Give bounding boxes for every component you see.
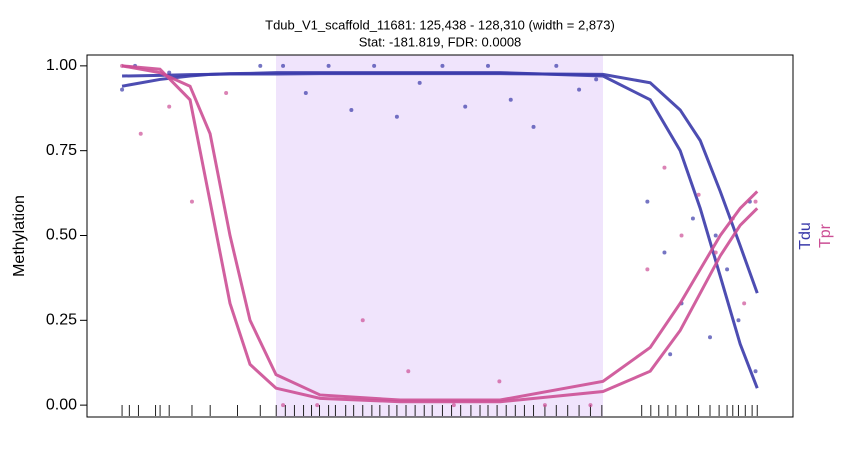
data-point	[662, 250, 667, 255]
plot-frame	[86, 54, 794, 418]
data-point	[406, 369, 411, 374]
data-point	[713, 233, 718, 238]
data-point	[281, 63, 286, 68]
data-point	[645, 199, 650, 204]
data-point	[742, 301, 747, 306]
data-point	[189, 199, 194, 204]
data-point	[485, 63, 490, 68]
data-point	[326, 63, 331, 68]
data-point	[708, 335, 713, 340]
data-point	[662, 165, 667, 170]
data-point	[497, 379, 502, 384]
data-point	[281, 403, 286, 408]
data-point	[753, 369, 758, 374]
data-point	[713, 250, 718, 255]
data-point	[394, 114, 399, 119]
data-point	[645, 267, 650, 272]
data-point	[554, 63, 559, 68]
data-point	[725, 267, 730, 272]
y-tick-label: 1.00	[46, 57, 77, 74]
data-point	[696, 192, 701, 197]
smooth-line	[121, 64, 759, 402]
data-point	[690, 216, 695, 221]
data-point	[138, 131, 143, 136]
legend-label: Tdu	[797, 222, 814, 250]
data-point	[463, 104, 468, 109]
highlight-region	[275, 55, 603, 417]
y-tick-label: 0.25	[46, 312, 77, 329]
data-point	[679, 233, 684, 238]
data-point	[668, 352, 673, 357]
data-point	[120, 87, 125, 92]
data-point	[508, 97, 513, 102]
data-point	[417, 80, 422, 85]
data-point	[372, 63, 377, 68]
y-axis-label: Methylation	[11, 195, 28, 277]
data-point	[224, 90, 229, 95]
smooth-line	[121, 64, 759, 404]
data-point	[588, 403, 593, 408]
data-point	[577, 87, 582, 92]
data-point	[440, 63, 445, 68]
data-point	[258, 63, 263, 68]
data-point	[594, 77, 599, 82]
data-point	[360, 318, 365, 323]
chart-subtitle: Stat: -181.819, FDR: 0.0008	[359, 34, 522, 49]
y-tick-label: 0.75	[46, 142, 77, 159]
legend-label: Tpr	[817, 223, 834, 248]
data-point	[736, 318, 741, 323]
data-point	[542, 403, 547, 408]
data-point	[167, 104, 172, 109]
data-point	[315, 403, 320, 408]
data-point	[531, 124, 536, 129]
smooth-line	[122, 72, 759, 294]
data-point	[753, 199, 758, 204]
y-tick-label: 0.50	[46, 227, 77, 244]
data-point	[451, 403, 456, 408]
data-point	[349, 107, 354, 112]
chart-title: Tdub_V1_scaffold_11681: 125,438 - 128,31…	[265, 17, 615, 32]
data-point	[303, 90, 308, 95]
y-tick-label: 0.00	[46, 396, 77, 413]
